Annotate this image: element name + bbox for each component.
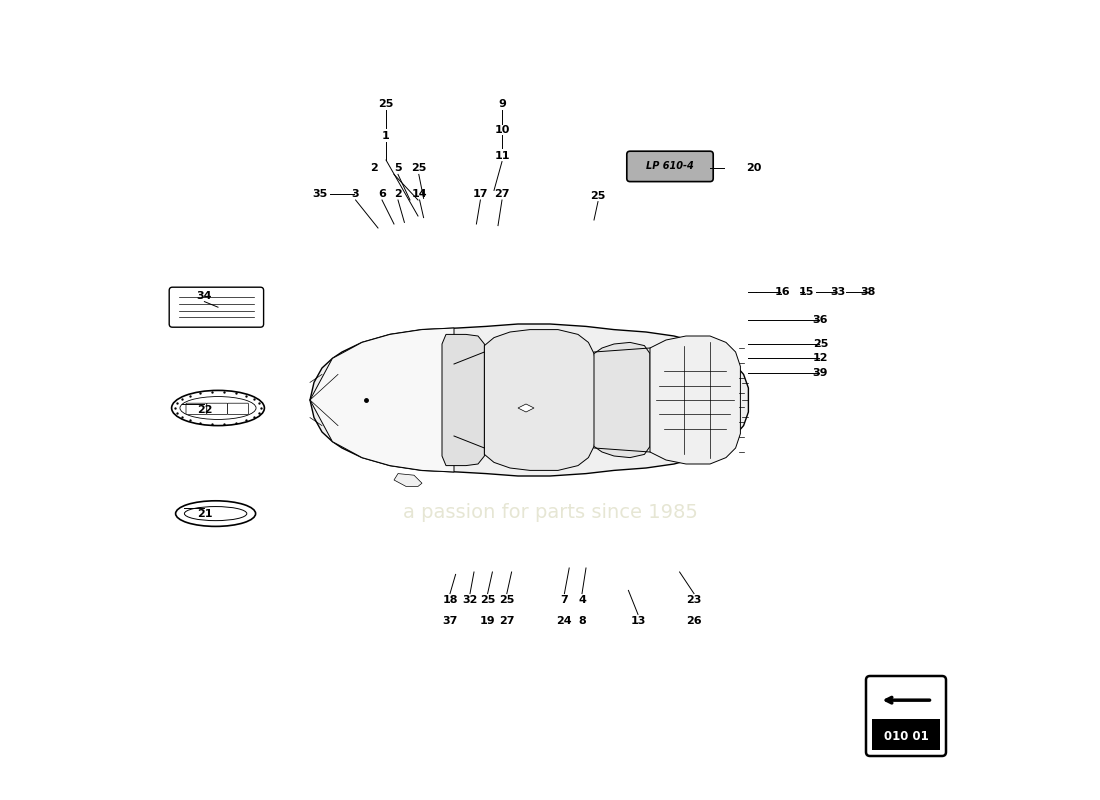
Text: 17: 17 [473, 189, 488, 198]
Text: 4: 4 [579, 595, 586, 605]
Bar [871, 682, 940, 720]
Text: 16: 16 [774, 287, 790, 297]
Polygon shape [594, 342, 650, 458]
Text: 25: 25 [378, 99, 394, 109]
Text: 25: 25 [499, 595, 515, 605]
Ellipse shape [172, 390, 264, 426]
Polygon shape [310, 324, 748, 476]
Text: 21: 21 [197, 509, 212, 518]
Text: 39: 39 [813, 368, 828, 378]
Text: 14: 14 [411, 189, 428, 198]
Text: 38: 38 [860, 287, 876, 297]
Polygon shape [518, 404, 534, 412]
Polygon shape [442, 334, 484, 466]
FancyBboxPatch shape [627, 151, 713, 182]
Text: 22: 22 [197, 405, 212, 414]
FancyBboxPatch shape [169, 287, 264, 327]
Text: 2: 2 [394, 189, 402, 198]
Text: 25: 25 [591, 191, 606, 201]
Text: 35: 35 [312, 189, 328, 198]
Text: 34: 34 [197, 291, 212, 301]
Polygon shape [650, 336, 740, 464]
Text: 37: 37 [442, 616, 458, 626]
Text: 9: 9 [498, 99, 506, 109]
Text: 6: 6 [378, 189, 386, 198]
Text: 33: 33 [830, 287, 846, 297]
Text: 010 01: 010 01 [883, 730, 928, 742]
Text: 18: 18 [442, 595, 458, 605]
Polygon shape [394, 474, 422, 486]
Text: 7: 7 [561, 595, 569, 605]
Text: 24: 24 [557, 616, 572, 626]
Text: a passion for parts since 1985: a passion for parts since 1985 [403, 502, 697, 522]
Text: LP 610-4: LP 610-4 [646, 162, 694, 171]
Text: 19: 19 [480, 616, 495, 626]
Text: 13: 13 [630, 616, 646, 626]
Text: 32: 32 [462, 595, 477, 605]
Polygon shape [310, 328, 454, 472]
Text: euroshares: euroshares [409, 346, 691, 390]
FancyBboxPatch shape [207, 403, 228, 414]
Text: 1: 1 [382, 131, 389, 141]
FancyBboxPatch shape [228, 403, 249, 414]
Text: 25: 25 [411, 163, 427, 173]
FancyBboxPatch shape [866, 676, 946, 756]
Text: 11: 11 [494, 151, 509, 161]
Text: 26: 26 [686, 616, 702, 626]
Text: 25: 25 [813, 339, 828, 349]
Text: 27: 27 [499, 616, 515, 626]
Ellipse shape [180, 397, 256, 419]
Text: 5: 5 [394, 163, 402, 173]
Text: 3: 3 [352, 189, 360, 198]
FancyBboxPatch shape [186, 403, 207, 414]
Text: 27: 27 [494, 189, 509, 198]
Text: 10: 10 [494, 125, 509, 134]
Text: 23: 23 [686, 595, 702, 605]
Text: 2: 2 [370, 163, 378, 173]
Text: 36: 36 [813, 315, 828, 325]
Bar [871, 718, 940, 750]
Ellipse shape [176, 501, 255, 526]
Text: 15: 15 [799, 287, 814, 297]
Text: 25: 25 [480, 595, 495, 605]
Text: 20: 20 [746, 163, 761, 173]
Polygon shape [484, 330, 596, 470]
Ellipse shape [185, 506, 246, 521]
Text: 12: 12 [813, 354, 828, 363]
Text: 8: 8 [579, 616, 586, 626]
